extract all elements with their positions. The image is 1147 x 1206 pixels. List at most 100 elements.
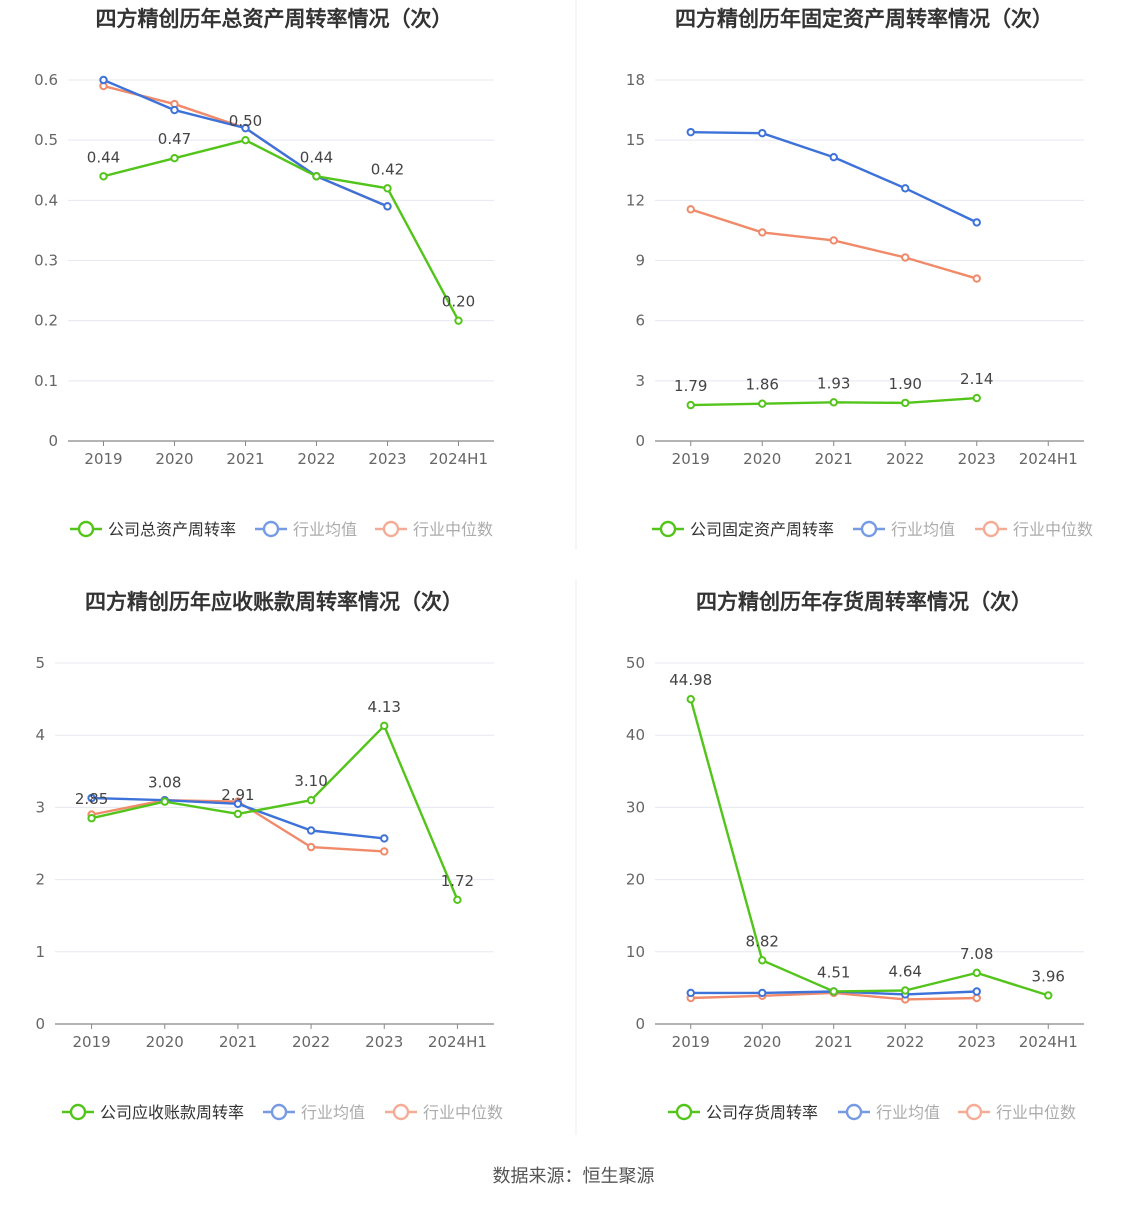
company-series-point[interactable] — [758, 956, 767, 965]
company-series-line — [91, 724, 459, 901]
y-tick-label: 50 — [626, 654, 645, 672]
data-label: 0.20 — [442, 293, 475, 311]
industry-average-series-point[interactable] — [306, 826, 316, 835]
legend-label: 公司存货周转率 — [706, 1103, 818, 1122]
legend-item-industry-average-series[interactable]: 行业均值 — [255, 520, 357, 539]
company-series-point[interactable] — [454, 316, 463, 325]
chart-title: 四方精创历年总资产周转率情况（次） — [96, 7, 453, 31]
company-series-point[interactable] — [758, 399, 767, 408]
company-series-point[interactable] — [170, 154, 179, 163]
y-tick-label: 0 — [35, 1015, 45, 1033]
industry-average-series-point[interactable] — [758, 128, 767, 138]
company-series-point[interactable] — [829, 987, 838, 996]
x-tick-label: 2021 — [219, 1033, 257, 1051]
data-label: 0.47 — [158, 130, 191, 148]
legend-item-industry-median-series[interactable]: 行业中位数 — [958, 1103, 1076, 1122]
industry-average-series-point[interactable] — [686, 127, 695, 137]
y-tick-label: 0.5 — [34, 131, 58, 149]
data-label: 4.13 — [368, 698, 401, 716]
industry-median-series-point[interactable] — [972, 274, 981, 283]
chart-panel-3: 四方精创历年应收账款周转率情况（次） 0 1 2 3 4 5 2019 2020 2021 2022… — [35, 590, 503, 1122]
company-series-point[interactable] — [312, 172, 321, 181]
y-tick-label: 30 — [626, 798, 645, 816]
y-tick-label: 2 — [35, 871, 45, 889]
y-tick-label: 18 — [626, 71, 645, 89]
company-series-point[interactable] — [383, 184, 392, 193]
legend-marker-icon — [965, 1103, 983, 1121]
industry-median-series-point[interactable] — [380, 847, 389, 856]
company-series-point[interactable] — [901, 986, 910, 995]
legend-item-company-series[interactable]: 公司固定资产周转率 — [652, 520, 834, 539]
legend-label: 行业中位数 — [413, 520, 493, 539]
legend-item-industry-median-series[interactable]: 行业中位数 — [385, 1103, 503, 1122]
x-tick-label: 2024H1 — [1019, 1033, 1078, 1051]
legend: 公司总资产周转率 行业均值 行业中位数 — [70, 520, 493, 539]
industry-average-series-point[interactable] — [972, 218, 981, 227]
x-tick-label: 2022 — [292, 1033, 330, 1051]
y-tick-label: 15 — [626, 131, 645, 149]
legend-label: 行业均值 — [301, 1103, 365, 1122]
y-tick-label: 0 — [635, 1015, 645, 1033]
industry-average-series-point[interactable] — [686, 988, 695, 998]
industry-average-series-point[interactable] — [972, 987, 981, 996]
company-series-point[interactable] — [686, 695, 695, 704]
company-series-point[interactable] — [160, 797, 169, 806]
data-label: 3.10 — [294, 772, 327, 790]
industry-average-series-point[interactable] — [758, 988, 767, 998]
company-series-point[interactable] — [87, 814, 96, 823]
company-series-point[interactable] — [453, 895, 462, 905]
industry-average-series-point[interactable] — [829, 153, 838, 162]
industry-average-series-point[interactable] — [170, 105, 179, 115]
company-series-point[interactable] — [306, 795, 316, 805]
legend-item-industry-average-series[interactable]: 行业均值 — [838, 1103, 940, 1122]
legend-marker-icon — [69, 1103, 87, 1121]
x-tick-label: 2019 — [84, 450, 122, 468]
data-label: 1.86 — [746, 376, 779, 394]
y-tick-label: 0.6 — [34, 71, 58, 89]
y-tick-label: 1 — [35, 943, 45, 961]
legend-item-industry-average-series[interactable]: 行业均值 — [263, 1103, 365, 1122]
y-tick-label: 0.2 — [34, 312, 58, 330]
industry-average-series-point[interactable] — [380, 834, 389, 843]
industry-average-series-point[interactable] — [87, 793, 96, 803]
company-series-point[interactable] — [241, 135, 250, 145]
company-series-point[interactable] — [901, 398, 910, 408]
industry-median-series-point[interactable] — [758, 228, 767, 237]
industry-median-series-point[interactable] — [829, 236, 838, 245]
x-tick-label: 2019 — [672, 450, 710, 468]
legend-item-industry-median-series[interactable]: 行业中位数 — [975, 520, 1093, 539]
industry-average-series-point[interactable] — [241, 123, 250, 133]
industry-average-series-point[interactable] — [99, 75, 108, 85]
company-series-point[interactable] — [686, 400, 695, 410]
chart-panel-2: 四方精创历年固定资产周转率情况（次） 0 3 6 9 12 15 18 2019 2020 2021… — [626, 7, 1093, 539]
x-tick-label: 2024H1 — [1019, 450, 1078, 468]
company-series-point[interactable] — [1044, 991, 1053, 1000]
y-tick-label: 0 — [635, 432, 645, 450]
x-tick-label: 2024H1 — [428, 1033, 487, 1051]
company-series-point[interactable] — [972, 968, 981, 978]
legend-item-industry-median-series[interactable]: 行业中位数 — [375, 520, 493, 539]
company-series-point[interactable] — [99, 172, 108, 181]
y-tick-label: 0.4 — [34, 191, 58, 209]
company-series-point[interactable] — [233, 809, 243, 819]
company-series-point[interactable] — [829, 398, 838, 407]
industry-average-series-point[interactable] — [383, 202, 392, 211]
company-series-point[interactable] — [380, 721, 389, 731]
y-tick-label: 0.3 — [34, 252, 58, 270]
legend-item-company-series[interactable]: 公司存货周转率 — [668, 1103, 818, 1122]
industry-median-series-point[interactable] — [901, 253, 910, 262]
legend-item-company-series[interactable]: 公司应收账款周转率 — [62, 1103, 244, 1122]
company-series-point[interactable] — [972, 393, 981, 403]
x-tick-label: 2023 — [958, 1033, 996, 1051]
legend-item-industry-average-series[interactable]: 行业均值 — [853, 520, 955, 539]
industry-median-series-point[interactable] — [972, 993, 981, 1003]
industry-average-series-point[interactable] — [233, 799, 243, 808]
legend: 公司应收账款周转率 行业均值 行业中位数 — [62, 1103, 503, 1122]
industry-average-series-point[interactable] — [901, 184, 910, 193]
chart-title: 四方精创历年应收账款周转率情况（次） — [85, 590, 463, 614]
data-label: 8.82 — [746, 932, 779, 950]
industry-median-series-point[interactable] — [686, 205, 695, 214]
legend-item-company-series[interactable]: 公司总资产周转率 — [70, 520, 236, 539]
industry-median-series-point[interactable] — [306, 842, 316, 852]
